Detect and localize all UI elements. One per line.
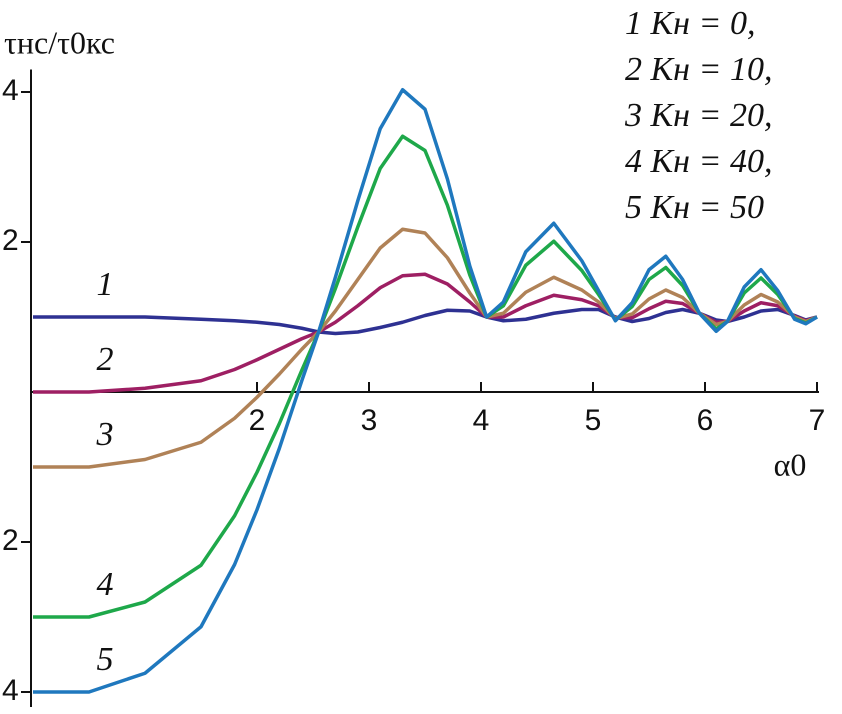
x-axis-label: α0 (774, 446, 807, 482)
y-tick-label: 4 (2, 74, 19, 107)
series-line (33, 88, 818, 694)
x-tick-label: 4 (473, 404, 490, 437)
legend-text: 4 Kн = 40, (625, 143, 773, 180)
x-tick-label: 6 (697, 404, 714, 437)
series-label: 5 (97, 641, 114, 678)
x-tick-label: 3 (361, 404, 378, 437)
y-tick-label: 2 (2, 524, 19, 557)
legend-text: 5 Kн = 50 (625, 189, 764, 226)
y-tick-label: 4 (2, 674, 19, 707)
series-label: 2 (97, 341, 114, 378)
series-label: 1 (97, 266, 114, 303)
y-axis-label: τнс/τ0кс (4, 24, 115, 60)
x-tick-label: 5 (585, 404, 602, 437)
x-tick-label: 7 (809, 404, 826, 437)
series-label: 4 (97, 566, 114, 603)
x-tick-label: 2 (249, 404, 266, 437)
legend-text: 3 Kн = 20, (624, 97, 773, 134)
y-tick-label: 2 (2, 224, 19, 257)
series-label: 3 (96, 416, 114, 453)
legend-text: 2 Kн = 10, (625, 51, 773, 88)
legend-text: 1 Kн = 0, (625, 5, 756, 42)
series-line (33, 272, 818, 394)
